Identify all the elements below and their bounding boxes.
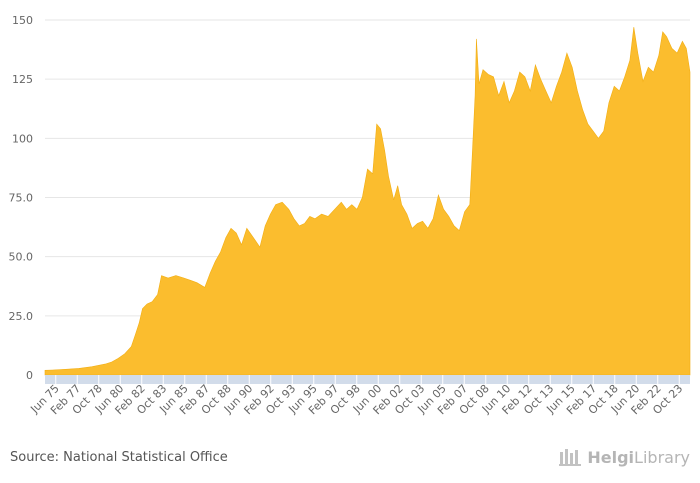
helgi-library-logo[interactable]: HelgiLibrary xyxy=(559,447,690,467)
x-axis-band xyxy=(45,375,690,384)
y-axis-labels: 0 25.0 50.0 75.0 100 125 150 xyxy=(9,14,34,382)
y-tick-label: 150 xyxy=(12,14,33,27)
brand-part1: Helgi xyxy=(587,447,635,467)
y-tick-label: 125 xyxy=(12,73,33,86)
y-tick-label: 50.0 xyxy=(9,251,34,264)
y-tick-label: 100 xyxy=(12,132,33,145)
y-tick-label: 0 xyxy=(26,369,33,382)
brand-part2: Library xyxy=(634,447,690,467)
library-logo-icon xyxy=(559,449,582,466)
y-tick-label: 75.0 xyxy=(9,192,34,205)
y-tick-label: 25.0 xyxy=(9,310,34,323)
area-series-1 xyxy=(44,27,691,376)
source-note: Source: National Statistical Office xyxy=(10,450,228,465)
area-series xyxy=(44,27,691,376)
